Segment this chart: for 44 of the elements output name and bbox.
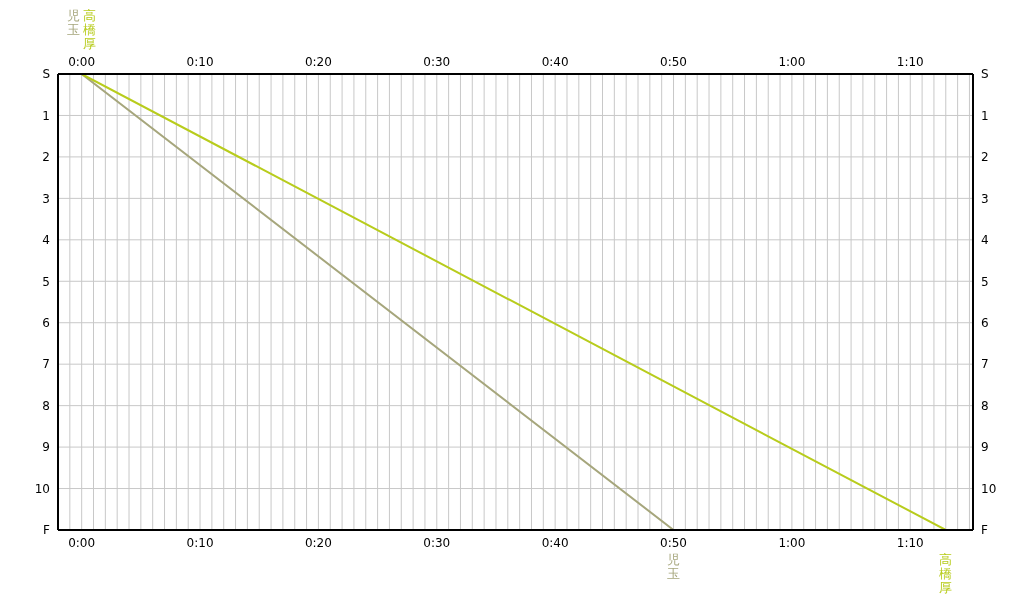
series-label: 児玉 (667, 552, 681, 581)
x2-tick-label: 0:00 (68, 535, 96, 550)
x-tick-label: 0:10 (186, 55, 214, 69)
y-tick-label: 8 (42, 398, 50, 413)
y-tick-label: 2 (42, 150, 50, 165)
x2-tick-label: 0:40 (541, 535, 569, 550)
x2-tick-label: 0:20 (304, 535, 332, 550)
x-tick-label: 0:50 (660, 55, 687, 69)
text: 児玉 (67, 8, 81, 37)
y-tick-label: F (43, 523, 51, 538)
y2-tick-label: 5 (981, 274, 989, 289)
y-tick-label: 7 (42, 357, 50, 372)
x2-tick-label: 1:10 (896, 535, 924, 550)
x2-tick-label: 0:30 (423, 535, 451, 550)
x2-tick-label: 0:50 (660, 535, 687, 550)
x-tick-label: 1:10 (896, 55, 924, 69)
y2-tick-label: S (981, 67, 989, 82)
x-tick-label: 0:20 (304, 55, 332, 69)
x-tick-label: 1:00 (778, 55, 806, 69)
y2-tick-label: 9 (981, 440, 989, 455)
y-tick-label: 9 (42, 440, 50, 455)
y-tick-label: 4 (42, 233, 50, 248)
x-tick-label: 0:00 (68, 55, 96, 69)
y-tick-label: 1 (42, 108, 50, 123)
x2-tick-label: 0:10 (186, 535, 214, 550)
y-tick-label: 10 (34, 481, 50, 496)
y2-tick-label: 1 (981, 108, 989, 123)
series-label: 高橋厚 (939, 552, 953, 595)
y2-tick-label: 6 (981, 315, 989, 330)
x2-tick-label: 1:00 (778, 535, 806, 550)
text: 高橋厚 (83, 8, 97, 51)
y2-tick-label: 7 (981, 357, 989, 372)
y2-tick-label: 8 (981, 398, 989, 413)
y-tick-label: S (42, 67, 50, 82)
x-tick-label: 0:40 (541, 55, 569, 69)
y2-tick-label: 4 (981, 233, 989, 248)
x-tick-label: 0:30 (423, 55, 451, 69)
y2-tick-label: 3 (981, 191, 989, 206)
y-tick-label: 6 (42, 315, 50, 330)
y-tick-label: 3 (42, 191, 50, 206)
y2-tick-label: 2 (981, 150, 989, 165)
y-tick-label: 5 (42, 274, 50, 289)
y2-tick-label: F (981, 523, 988, 538)
y2-tick-label: 10 (981, 481, 997, 496)
